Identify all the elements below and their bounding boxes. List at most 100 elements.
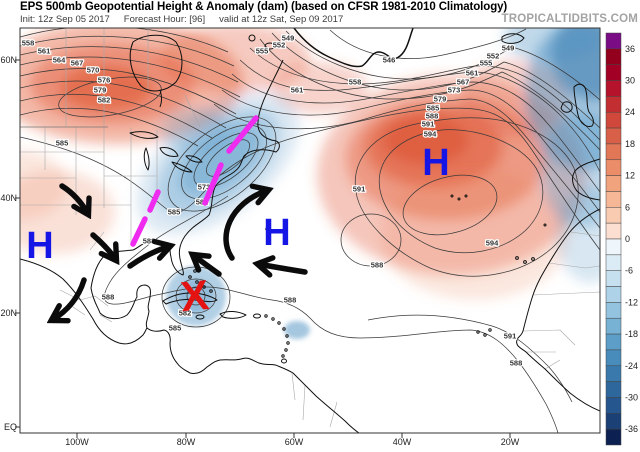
colorbar-tick-label: 36 (625, 44, 635, 54)
colorbar-cell (605, 286, 622, 303)
state-borders (20, 28, 600, 428)
colorbar-cell (605, 254, 622, 271)
forecast-hour: Forecast Hour: [96] (123, 14, 206, 25)
colorbar-cell (605, 48, 622, 65)
colorbar-tick-label: 12 (625, 171, 635, 181)
contour-value-label: 582 (179, 309, 192, 318)
colorbar-tick-label: 30 (625, 76, 635, 86)
colorbar-tick-label: 6 (625, 202, 630, 212)
colorbar-tick-label: 18 (625, 139, 635, 149)
colorbar-cell (605, 96, 622, 113)
contour-value-label: 573 (448, 86, 461, 95)
contour-value-label: 588 (510, 359, 523, 368)
contour-value-label: 585 (427, 104, 440, 113)
flow-arrow (258, 264, 308, 272)
chart-subtitle: Init: 12z Sep 05 2017 Forecast Hour: [96]… (20, 14, 620, 25)
contour-value-label: 561 (466, 69, 479, 78)
colorbar-tick-label: -12 (625, 297, 638, 307)
flow-arrow (223, 190, 268, 261)
flow-arrow (127, 246, 170, 269)
front-dash-segment (147, 189, 161, 213)
flow-arrow (90, 232, 116, 260)
lon-axis-label: 40W (393, 437, 412, 447)
lon-axis-label: 20W (501, 437, 520, 447)
flow-arrow (52, 277, 87, 320)
contour-value-label: 591 (353, 185, 366, 194)
contour-value-label: 585 (169, 324, 182, 333)
map-axes: 60N 40N 20N EQ 100W 80W 60W 40W 20W (0, 27, 601, 447)
high-marker: H (26, 225, 53, 267)
colorbar-cell (605, 175, 622, 192)
contour-value-label: 564 (53, 56, 66, 65)
contour-value-label: 573 (198, 183, 211, 192)
contour-value-label: 594 (424, 130, 437, 139)
colorbar-cell (605, 32, 622, 50)
contour-value-label: 588 (143, 237, 156, 246)
contour-value-label: 558 (349, 78, 362, 87)
colorbar-cell (605, 333, 622, 351)
contour-value-label: 588 (426, 112, 439, 121)
colorbar-cell (605, 207, 622, 224)
init-time: Init: 12z Sep 05 2017 (20, 14, 110, 25)
contour-value-label: 585 (168, 208, 181, 217)
colorbar-cell (605, 365, 622, 382)
colorbar-cell (605, 159, 622, 176)
contour-value-label: 582 (98, 96, 111, 105)
contour-value-label: 588 (371, 261, 384, 270)
colorbar-cell (605, 127, 622, 145)
colorbar-cell (605, 222, 622, 240)
chart-title: EPS 500mb Geopotential Height & Anomaly … (20, 1, 508, 13)
watermark-link[interactable]: TROPICALTIDBITS.COM (501, 13, 638, 25)
front-annotations (130, 115, 259, 247)
contour-value-label: 561 (291, 86, 304, 95)
colorbar-cell (605, 413, 622, 430)
contour-value-label: 549 (282, 34, 295, 43)
contour-value-label: 549 (502, 44, 515, 53)
colorbar-cell (605, 191, 622, 208)
contour-value-label: 561 (38, 47, 51, 56)
contour-value-label: 555 (256, 47, 269, 56)
low-x-marker: X (179, 271, 211, 320)
contour-value-label: 585 (56, 139, 69, 148)
contour-value-label: 567 (71, 59, 84, 68)
contour-value-label: 567 (457, 78, 470, 87)
colorbar-cell (605, 381, 622, 398)
colorbar-tick-label: -36 (625, 424, 638, 434)
colorbar-tick-label: -24 (625, 361, 638, 371)
contour-value-label: 558 (22, 39, 35, 48)
contour-value-label: 591 (504, 332, 517, 341)
height-contours (20, 28, 600, 433)
colorbar-cell (605, 111, 622, 129)
colorbar-cell (605, 80, 622, 97)
front-dash-segment (202, 162, 224, 206)
colorbar-cell (605, 317, 622, 335)
map-border (19, 27, 601, 434)
contour-value-label: 588 (102, 293, 115, 302)
contour-value-label: 552 (273, 41, 286, 50)
lat-axis-label: EQ (4, 422, 17, 432)
pressure-markers: H H H X (26, 142, 449, 320)
colorbar-cell (605, 64, 622, 81)
colorbar-cell (605, 143, 622, 161)
colorbar-cell (605, 302, 622, 319)
contour-value-label: 570 (87, 66, 100, 75)
lon-axis-label: 60W (285, 437, 304, 447)
colorbar-tick-label: -30 (625, 393, 638, 403)
lat-axis-label: 20N (0, 308, 17, 318)
front-dash-segment (226, 115, 259, 154)
lat-axis-label: 40N (0, 193, 17, 203)
flow-arrow-annotations (52, 183, 308, 320)
chart-header: EPS 500mb Geopotential Height & Anomaly … (20, 1, 620, 25)
anomaly-colorbar: 36 30 24 18 12 6 0 -6 -12 -18 -24 -30 -36 (605, 32, 638, 446)
coastlines (20, 28, 600, 433)
contour-value-label: 555 (480, 59, 493, 68)
valid-time: valid at 12z Sat, Sep 09 2017 (219, 14, 344, 25)
contour-value-label: 591 (422, 120, 435, 129)
colorbar-tick-label: 24 (625, 107, 635, 117)
contour-value-label: 579 (94, 86, 107, 95)
colorbar-cell (605, 270, 622, 287)
contour-value-label: 588 (284, 296, 297, 305)
